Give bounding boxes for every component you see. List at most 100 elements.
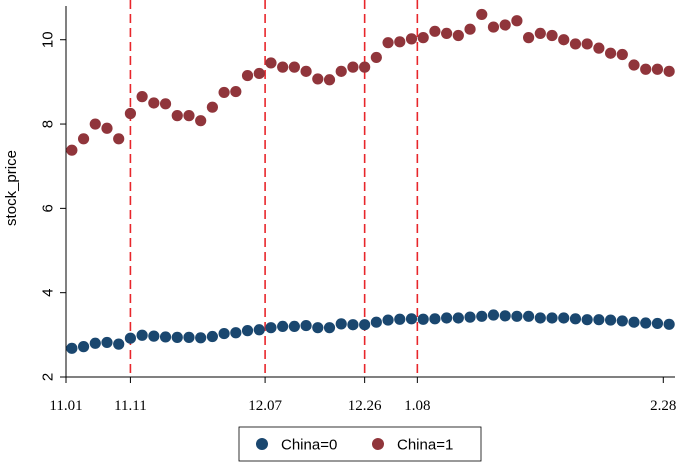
data-point (148, 97, 160, 109)
data-point (101, 122, 113, 134)
data-point (101, 336, 113, 349)
x-tick-label: 2.28 (650, 398, 676, 414)
data-point (124, 107, 137, 120)
data-point (499, 310, 511, 322)
data-point (464, 311, 476, 323)
y-axis: 2 4 6 8 10 (40, 6, 67, 381)
legend-marker-china-1 (372, 438, 384, 450)
data-point (581, 38, 593, 50)
data-point (499, 19, 511, 31)
data-point (452, 312, 464, 324)
legend-marker-china-0 (256, 438, 268, 450)
data-point (171, 331, 183, 343)
data-point (534, 27, 546, 40)
data-point (113, 133, 125, 145)
data-point (89, 337, 101, 349)
data-point (148, 330, 160, 342)
data-point (569, 313, 582, 325)
data-point (77, 133, 90, 145)
data-point (429, 313, 441, 325)
data-point (241, 69, 254, 82)
data-point (604, 47, 617, 59)
x-tick-label: 11.11 (114, 398, 147, 414)
data-point (206, 101, 218, 113)
data-point (546, 29, 558, 42)
data-point (159, 98, 172, 110)
data-point (487, 21, 500, 33)
data-point (89, 118, 101, 130)
data-point (312, 322, 324, 334)
data-point (523, 310, 535, 322)
data-point (347, 61, 359, 73)
data-point (663, 318, 675, 330)
data-point (113, 338, 125, 350)
data-point (511, 15, 523, 27)
data-point (558, 312, 570, 324)
data-point (546, 312, 558, 324)
data-point (195, 332, 207, 344)
x-tick-label: 12.26 (348, 398, 382, 414)
data-point (464, 23, 476, 35)
data-point (593, 42, 605, 54)
y-tick-label: 6 (40, 204, 57, 212)
data-point (171, 110, 183, 122)
data-point (405, 33, 418, 45)
data-point (382, 314, 394, 326)
data-point (230, 85, 242, 98)
data-point (277, 61, 289, 73)
legend-label-china-1: China=1 (397, 437, 453, 454)
data-point (640, 317, 652, 329)
data-point (335, 318, 347, 330)
data-point (66, 144, 78, 156)
data-point (441, 312, 453, 324)
x-axis: 11.01 11.11 12.07 12.26 1.08 2.28 (49, 376, 676, 414)
data-point (581, 314, 593, 326)
data-point (628, 316, 640, 328)
y-tick-label: 10 (40, 31, 57, 48)
data-point (159, 331, 172, 343)
data-point (312, 73, 324, 85)
data-point (370, 316, 382, 328)
data-point (370, 51, 382, 64)
data-point (183, 331, 195, 343)
data-point (335, 65, 347, 77)
data-point (218, 86, 230, 99)
data-point (651, 63, 664, 75)
data-point (429, 25, 441, 37)
data-point (218, 327, 230, 340)
series-china-1 (66, 8, 675, 156)
x-tick-label: 12.07 (248, 398, 282, 414)
legend: China=0 China=1 (238, 426, 482, 462)
data-point (253, 67, 265, 80)
y-tick-label: 2 (40, 373, 57, 381)
data-point (241, 325, 254, 337)
data-point (359, 319, 371, 331)
data-point (569, 38, 582, 50)
data-point (124, 332, 137, 344)
data-point (136, 329, 148, 341)
data-point (628, 59, 640, 71)
data-point (476, 8, 488, 21)
data-point (616, 315, 628, 327)
y-tick-label: 4 (40, 289, 57, 297)
data-point (558, 34, 570, 46)
data-point (476, 310, 488, 322)
data-point (604, 314, 617, 326)
data-point (616, 48, 628, 61)
data-point (394, 36, 406, 48)
data-point (347, 319, 359, 331)
data-point (265, 57, 277, 69)
data-point (277, 320, 289, 333)
data-point (523, 32, 535, 44)
data-point (253, 324, 265, 336)
data-point (417, 32, 429, 44)
y-tick-label: 8 (40, 120, 57, 128)
data-point (300, 319, 312, 332)
data-point (136, 91, 148, 103)
data-point (183, 110, 195, 122)
data-point (487, 309, 500, 321)
data-point (511, 310, 523, 322)
data-point (300, 65, 312, 77)
